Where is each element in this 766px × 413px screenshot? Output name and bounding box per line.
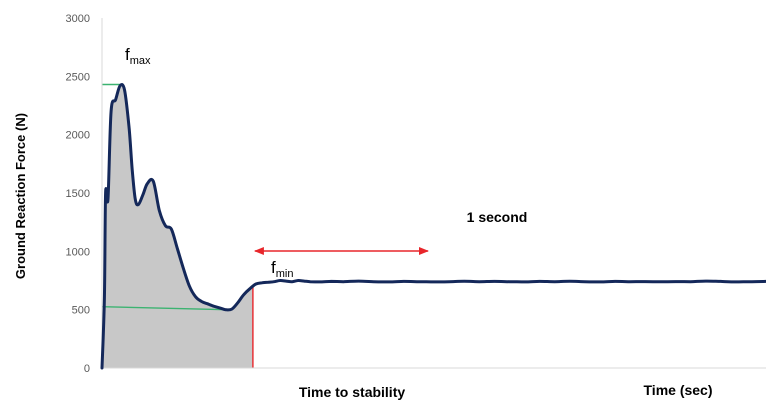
y-tick-label: 2500 — [66, 71, 90, 83]
force-series-line — [100, 83, 766, 370]
y-tick-label: 3000 — [66, 13, 90, 25]
y-axis-title: Ground Reaction Force (N) — [13, 113, 28, 279]
fmin-symbol: f — [271, 258, 276, 277]
fmax-subscript: max — [130, 55, 151, 67]
fmin-guide-line — [101, 305, 226, 311]
y-tick-label: 500 — [72, 305, 90, 317]
fmax-label: fmax — [125, 45, 151, 67]
y-tick-label: 2000 — [66, 130, 90, 142]
y-tick-label: 1000 — [66, 246, 90, 258]
y-tick-label: 0 — [84, 363, 90, 375]
fmax-symbol: f — [125, 45, 130, 64]
time-to-stability-label: Time to stability — [299, 384, 406, 400]
impulse-shaded-area — [102, 84, 253, 368]
fmin-label: fmin — [271, 258, 293, 280]
one-second-window-label: 1 second — [467, 209, 528, 225]
y-tick-label: 1500 — [66, 188, 90, 200]
fmin-subscript: min — [276, 268, 294, 280]
x-axis-title: Time (sec) — [644, 382, 713, 398]
